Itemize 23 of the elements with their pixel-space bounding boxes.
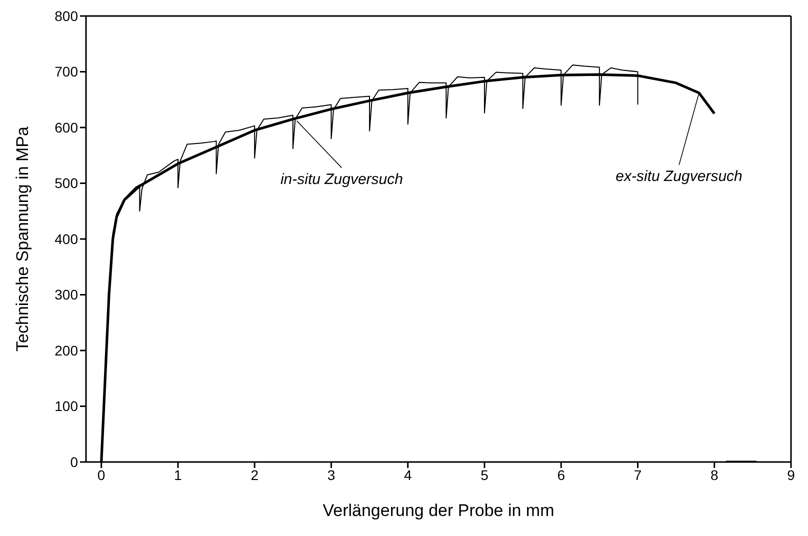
x-tick-label: 4 — [404, 466, 412, 483]
y-tick-label: 700 — [54, 64, 78, 80]
x-tick-label: 5 — [480, 466, 489, 483]
x-axis-title: Verlängerung der Probe in mm — [322, 501, 554, 520]
y-tick-label: 200 — [54, 342, 78, 358]
y-tick-label: 600 — [54, 119, 78, 136]
x-tick-label: 8 — [710, 466, 718, 483]
x-tick-label: 0 — [97, 466, 106, 483]
y-tick-label: 500 — [54, 175, 78, 192]
x-tick-label: 3 — [327, 466, 336, 483]
y-tick-label: 0 — [70, 454, 78, 470]
y-axis-title: Technische Spannung in MPa — [13, 126, 32, 352]
x-tick-label: 6 — [557, 466, 566, 483]
annotation: ex-situ Zugversuch — [616, 168, 742, 185]
x-tick-label: 1 — [174, 466, 182, 483]
x-tick-label: 9 — [787, 466, 796, 483]
annotation: in-situ Zugversuch — [280, 170, 404, 188]
x-tick-label: 2 — [250, 466, 259, 483]
x-tick-label: 7 — [634, 466, 642, 483]
y-tick-label: 100 — [54, 398, 78, 414]
y-tick-label: 800 — [54, 8, 78, 24]
y-tick-label: 300 — [54, 286, 78, 303]
y-tick-label: 400 — [54, 230, 78, 247]
